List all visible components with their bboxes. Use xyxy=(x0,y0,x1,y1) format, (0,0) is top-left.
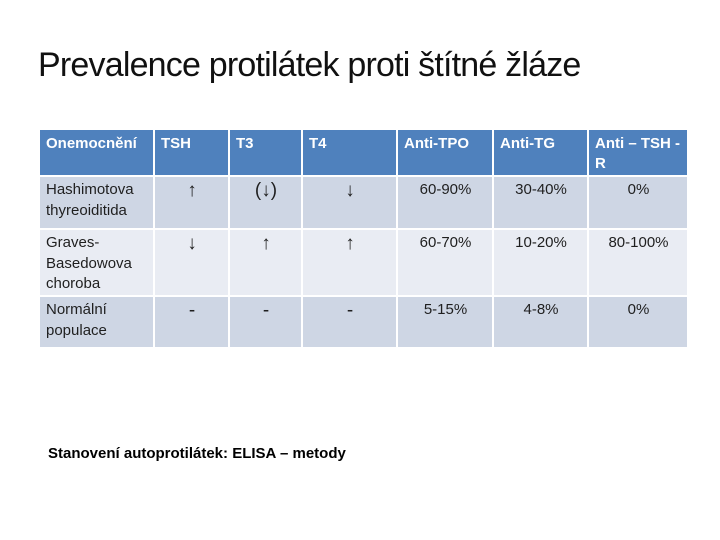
table-cell: 10-20% xyxy=(492,227,589,298)
table-cell: ↑ xyxy=(153,175,230,230)
table-cell: 0% xyxy=(587,295,689,350)
table-cell: ↓ xyxy=(153,227,230,298)
table-cell: - xyxy=(301,295,398,350)
table-cell: 60-70% xyxy=(396,227,494,298)
table-cell: ↑ xyxy=(301,227,398,298)
table-cell: 0% xyxy=(587,175,689,230)
row-label: Normální populace xyxy=(38,295,155,350)
column-header-anti-tsh-r: Anti – TSH -R xyxy=(587,128,689,177)
table-cell: ↑ xyxy=(228,227,303,298)
column-header-t4: T4 xyxy=(301,128,398,177)
table-cell: 5-15% xyxy=(396,295,494,350)
footnote: Stanovení autoprotilátek: ELISA – metody xyxy=(48,445,346,462)
table-cell: - xyxy=(228,295,303,350)
table-row-graves: Graves-Basedowova choroba ↓ ↑ ↑ 60-70% 1… xyxy=(38,227,689,298)
table-cell: 80-100% xyxy=(587,227,689,298)
table-cell: ↓ xyxy=(301,175,398,230)
table-row-hashimotova: Hashimotova thyreoiditida ↑ (↓) ↓ 60-90%… xyxy=(38,175,689,230)
column-header-anti-tg: Anti-TG xyxy=(492,128,589,177)
column-header-tsh: TSH xyxy=(153,128,230,177)
prevalence-table: Onemocnění TSH T3 T4 Anti-TPO Anti-TG An… xyxy=(38,128,689,350)
table-header-row: Onemocnění TSH T3 T4 Anti-TPO Anti-TG An… xyxy=(38,128,689,177)
column-header-t3: T3 xyxy=(228,128,303,177)
table-cell: - xyxy=(153,295,230,350)
column-header-onemocneni: Onemocnění xyxy=(38,128,155,177)
row-label: Graves-Basedowova choroba xyxy=(38,227,155,298)
table-cell: 30-40% xyxy=(492,175,589,230)
table-cell: 4-8% xyxy=(492,295,589,350)
column-header-anti-tpo: Anti-TPO xyxy=(396,128,494,177)
slide-title: Prevalence protilátek proti štítné žláze xyxy=(38,46,581,84)
table-cell: (↓) xyxy=(228,175,303,230)
table-row-normalni: Normální populace - - - 5-15% 4-8% 0% xyxy=(38,295,689,350)
row-label: Hashimotova thyreoiditida xyxy=(38,175,155,230)
table-cell: 60-90% xyxy=(396,175,494,230)
